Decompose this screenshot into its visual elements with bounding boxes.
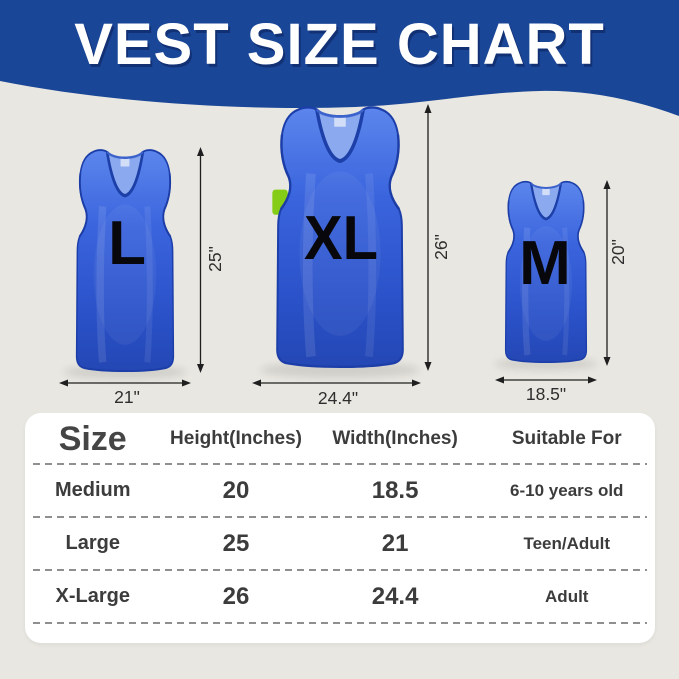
column-header-size: Size (58, 419, 127, 458)
table-row-large: Large 25 21 Teen/Adult (25, 518, 655, 569)
height-value: 25 (222, 529, 250, 557)
row-divider (33, 569, 647, 571)
width-arrow-medium (495, 376, 597, 384)
height-value: 26 (222, 582, 250, 610)
row-divider (33, 622, 647, 624)
height-label-x-large: 26" (431, 234, 451, 260)
vest-medium-letter: M (519, 229, 571, 298)
width-label-large: 21" (114, 387, 140, 407)
header-wave-shape (0, 0, 679, 116)
width-value: 24.4 (371, 582, 419, 610)
height-arrow-large (197, 147, 204, 373)
table-header-row: Size Height(Inches) Width(Inches) Suitab… (25, 415, 655, 463)
size-table-card: Size Height(Inches) Width(Inches) Suitab… (25, 413, 655, 643)
vest-x-large-letter: XL (304, 204, 378, 273)
header-wave (0, 0, 679, 116)
column-header-suitable-for: Suitable For (511, 428, 622, 449)
width-label-x-large: 24.4" (318, 388, 358, 408)
width-label-medium: 18.5" (526, 384, 566, 404)
height-value: 20 (222, 476, 250, 504)
vest-large-letter: L (108, 209, 146, 278)
size-name: X-Large (55, 585, 130, 607)
width-arrow-x-large (252, 379, 421, 387)
width-value: 21 (381, 529, 409, 557)
row-divider (33, 463, 647, 465)
suitable-for-value: Adult (545, 586, 589, 606)
height-label-large: 25" (205, 246, 225, 272)
width-arrow-large (59, 379, 191, 387)
width-value: 18.5 (371, 476, 419, 504)
column-header-width: Width(Inches) (332, 428, 458, 449)
row-divider (33, 516, 647, 518)
height-label-medium: 20" (608, 239, 628, 265)
size-name: Medium (54, 479, 131, 501)
size-name: Large (65, 532, 120, 554)
height-arrow-medium (603, 180, 611, 366)
vest-x-large (272, 107, 403, 366)
suitable-for-value: Teen/Adult (523, 533, 611, 553)
height-arrow-x-large (424, 104, 432, 371)
table-row-medium: Medium 20 18.5 6-10 years old (25, 465, 655, 516)
table-row-x-large: X-Large 26 24.4 Adult (25, 571, 655, 622)
column-header-height: Height(Inches) (170, 428, 302, 449)
page-title: VEST SIZE CHART (74, 12, 605, 77)
suitable-for-value: 6-10 years old (510, 480, 624, 500)
